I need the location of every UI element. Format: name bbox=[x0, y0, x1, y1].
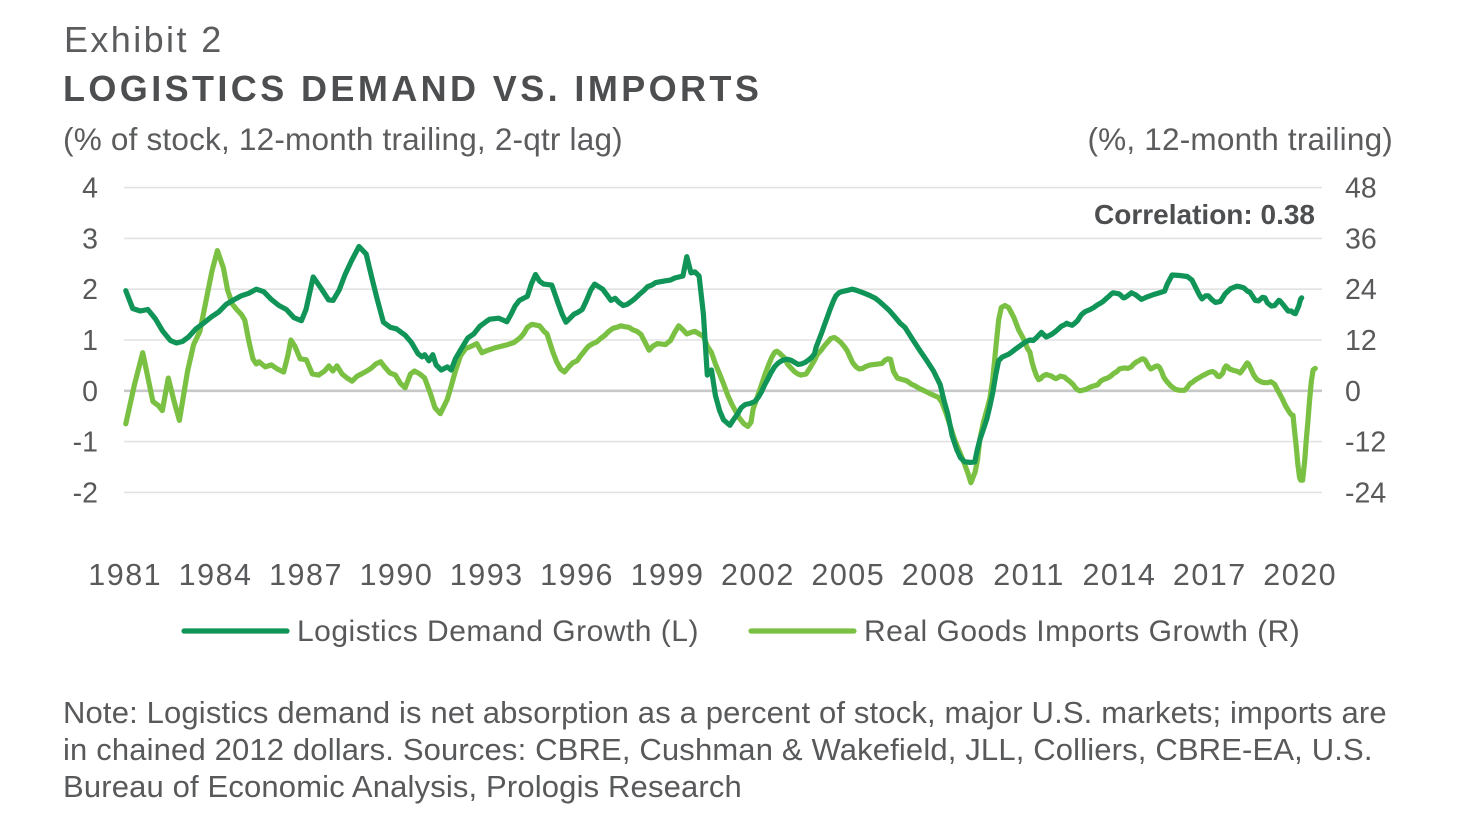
svg-text:2014: 2014 bbox=[1082, 558, 1156, 592]
svg-text:Correlation: 0.38: Correlation: 0.38 bbox=[1094, 199, 1315, 230]
svg-text:4: 4 bbox=[82, 173, 98, 205]
svg-text:2011: 2011 bbox=[993, 558, 1065, 592]
svg-text:Logistics Demand Growth (L): Logistics Demand Growth (L) bbox=[297, 615, 699, 648]
svg-text:1987: 1987 bbox=[269, 558, 343, 592]
svg-text:48: 48 bbox=[1345, 173, 1377, 205]
svg-text:-12: -12 bbox=[1345, 427, 1386, 459]
svg-text:1996: 1996 bbox=[540, 558, 614, 592]
svg-text:2002: 2002 bbox=[721, 558, 795, 592]
svg-text:1981: 1981 bbox=[88, 558, 162, 592]
svg-text:2: 2 bbox=[82, 274, 98, 306]
svg-text:1990: 1990 bbox=[359, 558, 433, 592]
svg-text:-24: -24 bbox=[1345, 477, 1386, 509]
svg-text:1984: 1984 bbox=[179, 558, 253, 592]
svg-text:12: 12 bbox=[1345, 325, 1377, 357]
svg-text:2020: 2020 bbox=[1263, 558, 1337, 592]
svg-text:0: 0 bbox=[82, 376, 98, 408]
svg-text:3: 3 bbox=[82, 223, 98, 255]
svg-text:36: 36 bbox=[1345, 223, 1377, 255]
svg-text:0: 0 bbox=[1345, 376, 1361, 408]
svg-text:1: 1 bbox=[82, 325, 98, 357]
svg-text:2008: 2008 bbox=[902, 558, 976, 592]
svg-text:24: 24 bbox=[1345, 274, 1377, 306]
svg-text:1993: 1993 bbox=[450, 558, 524, 592]
svg-text:-2: -2 bbox=[73, 477, 98, 509]
svg-text:2017: 2017 bbox=[1173, 558, 1247, 592]
svg-text:-1: -1 bbox=[73, 427, 98, 459]
svg-text:1999: 1999 bbox=[631, 558, 705, 592]
svg-text:2005: 2005 bbox=[811, 558, 885, 592]
svg-text:Real Goods Imports Growth (R): Real Goods Imports Growth (R) bbox=[864, 615, 1300, 648]
